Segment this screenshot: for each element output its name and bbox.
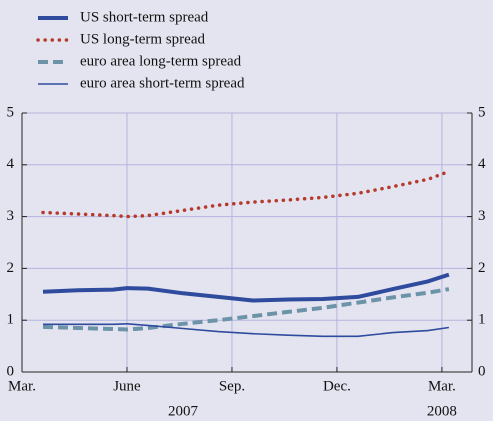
legend-label: US short-term spread	[80, 9, 209, 25]
legend-label: US long-term spread	[80, 31, 205, 47]
x-tick-label: Sep.	[219, 378, 245, 394]
y2-tick-label: 5	[478, 104, 486, 120]
x-tick-label: Mar.	[8, 378, 36, 394]
y-tick-label: 5	[7, 104, 15, 120]
y2-tick-label: 0	[478, 363, 486, 379]
y2-tick-label: 4	[478, 156, 486, 172]
y-tick-label: 0	[7, 363, 15, 379]
y-tick-label: 2	[7, 260, 15, 276]
series-line	[43, 323, 450, 338]
y2-tick-label: 1	[478, 312, 486, 328]
y-tick-label: 4	[7, 156, 15, 172]
y2-tick-label: 3	[478, 208, 486, 224]
year-label: 2007	[168, 403, 199, 419]
legend-label: euro area long-term spread	[80, 53, 242, 69]
x-tick-label: June	[113, 378, 141, 394]
y2-tick-label: 2	[478, 260, 486, 276]
y-tick-label: 3	[7, 208, 15, 224]
series-line	[42, 272, 450, 303]
series-line	[41, 169, 451, 219]
y-tick-label: 1	[7, 312, 15, 328]
series-line	[42, 287, 450, 332]
x-tick-label: Mar.	[428, 378, 456, 394]
x-tick-label: Dec.	[323, 378, 351, 394]
year-label: 2008	[427, 403, 457, 419]
legend-label: euro area short-term spread	[80, 75, 245, 91]
